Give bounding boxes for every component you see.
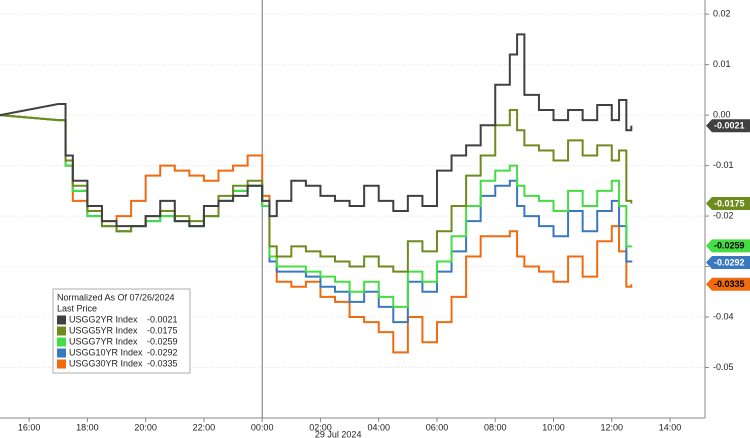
y-tick-label: -0.05 — [713, 362, 734, 372]
value-tag-label: -0.0021 — [714, 121, 745, 131]
y-tick-label: -0.01 — [713, 160, 734, 170]
value-tag: -0.0259 — [706, 239, 750, 253]
legend-label: USGG2YR Index — [69, 314, 138, 324]
value-tag: -0.0021 — [706, 119, 750, 133]
x-tick-label: 20:00 — [134, 422, 157, 432]
y-tick-label: 0.00 — [713, 109, 731, 119]
y-tick-label: 0.02 — [713, 9, 731, 19]
value-tag-label: -0.0292 — [714, 257, 745, 267]
x-tick-label: 12:00 — [601, 422, 624, 432]
legend-title: Normalized As Of 07/26/2024 — [57, 292, 175, 302]
value-tag-box — [706, 196, 750, 210]
y-tick-label: -0.02 — [713, 210, 734, 220]
series-line — [0, 33, 633, 228]
value-tag-box — [706, 119, 750, 133]
legend-value: -0.0259 — [147, 336, 178, 346]
value-tag: -0.0335 — [706, 277, 750, 291]
x-tick-label: 22:00 — [193, 422, 216, 432]
value-tag-label: -0.0335 — [714, 279, 745, 289]
x-tick-label: 04:00 — [367, 422, 390, 432]
legend-box — [52, 288, 191, 374]
x-tick-label: 16:00 — [18, 422, 41, 432]
legend-value: -0.0175 — [147, 325, 178, 335]
legend-label: USGG5YR Index — [69, 325, 138, 335]
value-tag: -0.0175 — [706, 196, 750, 210]
legend-swatch — [57, 359, 66, 369]
date-annotation: 29 Jul 2024 — [315, 429, 362, 438]
legend-swatch — [57, 326, 66, 336]
x-tick-label: 10:00 — [542, 422, 565, 432]
value-tag-label: -0.0175 — [714, 198, 745, 208]
legend-swatch — [57, 348, 66, 358]
x-tick-label: 18:00 — [76, 422, 99, 432]
legend-label: USGG10YR Index — [69, 347, 143, 357]
legend-label: USGG7YR Index — [69, 336, 138, 346]
y-tick-label: -0.04 — [713, 311, 734, 321]
legend-value: -0.0021 — [147, 314, 178, 324]
legend-swatch — [57, 337, 66, 347]
value-tag: -0.0292 — [706, 256, 750, 270]
x-tick-label: 06:00 — [426, 422, 449, 432]
value-tag-box — [706, 256, 750, 270]
y-tick-label: 0.01 — [713, 59, 731, 69]
legend-swatch — [57, 315, 66, 325]
legend-subtitle: Last Price — [57, 303, 97, 313]
legend-value: -0.0292 — [147, 347, 178, 357]
legend-value: -0.0335 — [147, 358, 178, 368]
value-tag-box — [706, 277, 750, 291]
x-tick-label: 14:00 — [659, 422, 682, 432]
value-tag-label: -0.0259 — [714, 241, 745, 251]
value-tag-box — [706, 239, 750, 253]
x-tick-label: 00:00 — [251, 422, 274, 432]
legend-label: USGG30YR Index — [69, 358, 143, 368]
x-tick-label: 08:00 — [484, 422, 507, 432]
x-tick-label: 02:00 — [309, 422, 332, 432]
